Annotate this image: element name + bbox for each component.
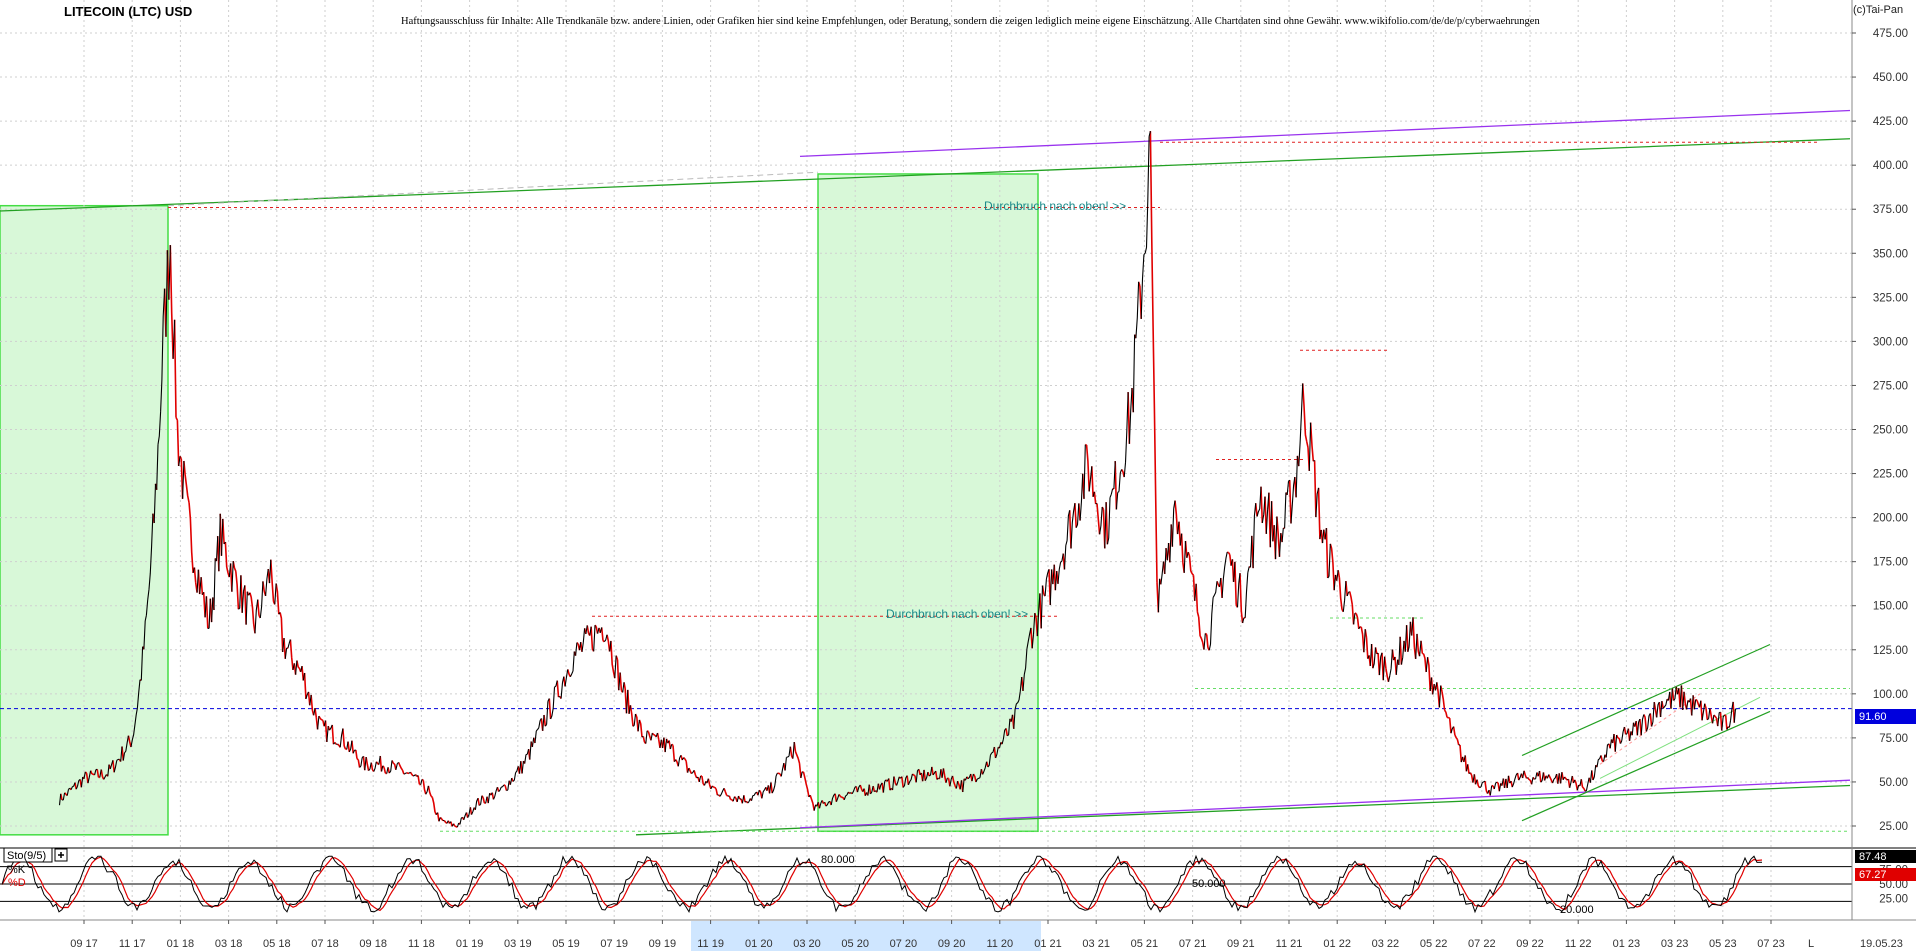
y-tick-label: 350.00: [1873, 248, 1908, 260]
x-tick-label: 01 21: [1034, 938, 1062, 950]
channel-dotted-line: [1599, 693, 1701, 765]
stoch-label: Sto(9/5): [7, 850, 46, 862]
y-tick-label: 150.00: [1873, 601, 1908, 613]
x-tick-label: 07 23: [1757, 938, 1785, 950]
stoch-50-label: 50.000: [1192, 878, 1226, 890]
k-value-tag: [1855, 850, 1916, 863]
copyright-label: (c)Tai-Pan: [1853, 4, 1903, 16]
stoch-20-label: 20.000: [1560, 904, 1594, 916]
price-down-bars: [59, 131, 1736, 828]
x-tick-label: 11 22: [1565, 938, 1592, 950]
k-label: %K: [8, 864, 26, 876]
y-tick-label: 475.00: [1873, 28, 1908, 40]
y-tick-label: 400.00: [1873, 160, 1908, 172]
x-tick-label: 11 17: [119, 938, 146, 950]
stoch-y-tick-label: 25.00: [1879, 894, 1908, 906]
upper-purple-trendline: [799, 109, 1851, 158]
x-tick-label: 01 18: [167, 938, 195, 950]
d-value: 67.27: [1859, 869, 1887, 881]
x-tick-label: 01 23: [1613, 938, 1641, 950]
y-tick-label: 125.00: [1873, 645, 1908, 657]
x-tick-label: 11 20: [986, 938, 1013, 950]
x-tick-label: 03 21: [1082, 938, 1110, 950]
x-axis-highlight: [691, 921, 1041, 951]
stoch-d-line: [1, 856, 1763, 912]
breakout-label-2020: Durchbruch nach oben! >>: [886, 607, 1028, 621]
y-tick-label: 425.00: [1873, 116, 1908, 128]
x-tick-label: 05 21: [1131, 938, 1159, 950]
price-up-bars: [58, 130, 1737, 828]
d-value-tag: [1855, 868, 1916, 881]
x-tick-label: 11 19: [697, 938, 724, 950]
y-tick-label: 450.00: [1873, 72, 1908, 84]
y-tick-label: 75.00: [1879, 733, 1908, 745]
x-tick-label: 03 22: [1372, 938, 1400, 950]
x-tick-label: 07 18: [311, 938, 339, 950]
x-tick-label: 09 21: [1227, 938, 1255, 950]
last-date-label: 19.05.23: [1860, 938, 1903, 950]
y-tick-label: 175.00: [1873, 557, 1908, 569]
x-tick-label: 05 22: [1420, 938, 1448, 950]
k-value: 87.48: [1859, 851, 1887, 863]
y-tick-label: 25.00: [1879, 821, 1908, 833]
plus-box-icon[interactable]: [54, 848, 68, 862]
x-tick-label: 05 18: [263, 938, 291, 950]
highlight-zone-2020: [817, 173, 1039, 833]
y-tick-label: 300.00: [1873, 336, 1908, 348]
grid: [0, 0, 1852, 920]
x-tick-label: 05 23: [1709, 938, 1737, 950]
y-tick-label: 250.00: [1873, 425, 1908, 437]
breakout-label-2021: Durchbruch nach oben! >>: [984, 199, 1126, 213]
y-tick-label: 225.00: [1873, 469, 1908, 481]
grey-dashed-trendline: [167, 171, 819, 207]
stoch-k-line: [1, 854, 1763, 914]
trend-lines: [0, 109, 1852, 836]
x-tick-label: 09 20: [938, 938, 966, 950]
x-tick-label: 05 19: [552, 938, 580, 950]
x-tick-label: 01 22: [1323, 938, 1351, 950]
disclaimer-text: Haftungsausschluss für Inhalte: Alle Tre…: [401, 16, 1540, 27]
lower-purple-trendline: [799, 779, 1851, 829]
x-tick-label: 09 17: [70, 938, 98, 950]
x-tick-label: 05 20: [841, 938, 869, 950]
x-tick-label: 03 20: [793, 938, 821, 950]
x-tick-label: 11 21: [1276, 938, 1303, 950]
stoch-y-tick-label: 50.00: [1879, 879, 1908, 891]
x-tick-label: 03 19: [504, 938, 532, 950]
x-tick-label: 03 18: [215, 938, 243, 950]
stoch-80-label: 80.000: [821, 854, 855, 866]
x-tick-label: 09 22: [1516, 938, 1544, 950]
price-series: [58, 130, 1737, 828]
y-tick-label: 375.00: [1873, 204, 1908, 216]
x-tick-label: 07 20: [890, 938, 918, 950]
y-tick-label: 100.00: [1873, 689, 1908, 701]
x-tick-label: 01 19: [456, 938, 484, 950]
x-tick-label: 09 19: [649, 938, 677, 950]
x-tick-label: 01 20: [745, 938, 773, 950]
current-price-value: 91.60: [1859, 711, 1887, 723]
x-tick-label: 07 21: [1179, 938, 1207, 950]
current-price-tag: [1855, 709, 1916, 724]
y-tick-label: 275.00: [1873, 380, 1908, 392]
channel-upper-line: [1521, 643, 1771, 757]
x-tick-label: 09 18: [359, 938, 387, 950]
y-tick-label: 50.00: [1879, 777, 1908, 789]
x-tick-label: 07 22: [1468, 938, 1496, 950]
chart-title: LITECOIN (LTC) USD: [64, 4, 192, 19]
x-tick-label: 07 19: [600, 938, 628, 950]
x-tick-label: 11 18: [408, 938, 435, 950]
stoch-label-box[interactable]: [3, 847, 53, 863]
y-tick-label: 200.00: [1873, 513, 1908, 525]
channel-lower-line: [1521, 710, 1771, 822]
x-tick-label: 03 23: [1661, 938, 1689, 950]
y-tick-label: 325.00: [1873, 292, 1908, 304]
d-label: %D: [8, 877, 26, 889]
stochastic-panel: [0, 847, 1916, 914]
scroll-left-marker[interactable]: L: [1808, 938, 1814, 950]
